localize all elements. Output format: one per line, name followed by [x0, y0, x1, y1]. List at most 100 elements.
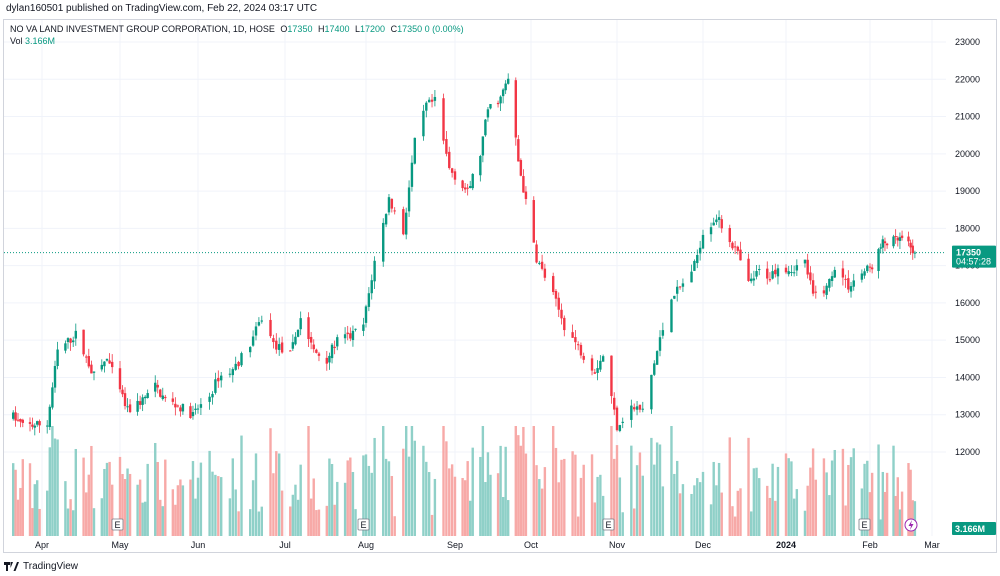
- volume-bar: [678, 493, 682, 536]
- candle-body: [111, 361, 114, 368]
- candle-body: [795, 265, 799, 271]
- volume-bar: [217, 476, 220, 536]
- volume-bar: [92, 508, 96, 536]
- volume-bar: [670, 426, 673, 536]
- chart-frame[interactable]: [3, 19, 997, 553]
- candle-body: [701, 234, 705, 249]
- candle-body: [720, 219, 723, 229]
- price-tick-label: 20000: [955, 149, 980, 159]
- candle-body: [240, 353, 243, 366]
- volume-bar: [795, 489, 799, 536]
- candle-body: [809, 272, 812, 281]
- volume-bar: [156, 462, 159, 536]
- volume-bar: [881, 471, 885, 536]
- candle-body: [481, 136, 485, 156]
- volume-bar: [410, 426, 414, 536]
- candle-body: [678, 286, 682, 288]
- candle-body: [484, 119, 487, 136]
- candle-body: [489, 104, 492, 109]
- volume-bar: [433, 478, 437, 536]
- candle-body: [690, 271, 693, 283]
- candle-body: [814, 291, 818, 293]
- candle-body: [774, 269, 777, 275]
- candle-body: [450, 168, 454, 173]
- volume-bar: [633, 508, 636, 536]
- price-tick-label: 13000: [955, 410, 980, 420]
- candle-body: [681, 283, 685, 287]
- candle-body: [739, 249, 742, 261]
- candle-body: [787, 271, 790, 275]
- volume-bar: [181, 485, 185, 536]
- candle-body: [514, 80, 517, 138]
- volume-bar: [413, 440, 417, 536]
- earnings-marker[interactable]: E: [602, 518, 615, 531]
- candle-body: [841, 268, 845, 278]
- candle-body: [618, 425, 622, 431]
- volume-bar: [111, 484, 114, 536]
- candle-body: [870, 267, 874, 270]
- candle-body: [181, 403, 185, 412]
- volume-bar: [792, 498, 796, 536]
- candle-body: [661, 330, 665, 336]
- lightning-icon[interactable]: [904, 518, 918, 532]
- price-tick-label: 19000: [955, 186, 980, 196]
- time-tick-label: Oct: [524, 540, 539, 550]
- volume-bar: [294, 484, 297, 536]
- candle-body: [883, 241, 887, 244]
- candle-body: [610, 355, 613, 397]
- volume-bar: [118, 456, 122, 536]
- candle-body: [14, 412, 17, 421]
- volume-bar: [596, 476, 599, 536]
- candle-body: [466, 187, 469, 189]
- earnings-marker[interactable]: E: [858, 518, 871, 531]
- volume-bar: [849, 457, 853, 536]
- volume-bar: [176, 485, 180, 536]
- candle-body: [176, 405, 180, 407]
- candle-body: [543, 268, 547, 278]
- volume-bar: [362, 455, 365, 536]
- volume-bar: [481, 426, 485, 536]
- candle-body: [161, 395, 164, 400]
- volume-bar: [272, 473, 275, 536]
- candle-body: [410, 162, 414, 187]
- candle-body: [138, 401, 142, 405]
- candle-body: [343, 334, 347, 339]
- volume-bar: [543, 467, 547, 536]
- time-tick-label: Aug: [358, 540, 374, 550]
- candle-body: [717, 217, 721, 220]
- volume-bar: [364, 454, 368, 536]
- candle-body: [156, 384, 159, 388]
- candle-body: [16, 419, 20, 421]
- volume-bar: [296, 499, 300, 536]
- volume-bar: [828, 495, 831, 536]
- candle-body: [315, 349, 318, 353]
- candle-body: [538, 262, 541, 264]
- volume-bar: [747, 437, 750, 536]
- candle-body: [524, 191, 528, 200]
- candle-body: [445, 139, 448, 154]
- price-tick-label: 15000: [955, 335, 980, 345]
- volume-bar: [199, 462, 203, 536]
- earnings-marker[interactable]: E: [357, 518, 370, 531]
- volume-bar: [471, 447, 474, 536]
- candle-body: [351, 330, 355, 341]
- earnings-marker[interactable]: E: [111, 518, 124, 531]
- candle-body: [593, 372, 597, 374]
- volume-tag: 3.166M: [952, 522, 996, 535]
- candle-body: [784, 267, 788, 273]
- volume-bar: [712, 461, 715, 536]
- time-tick-label: Jul: [279, 540, 291, 550]
- candle-body: [830, 276, 834, 281]
- volume-bar: [866, 460, 869, 536]
- candle-body: [254, 326, 258, 336]
- volume-bar: [128, 473, 132, 536]
- volume-bar: [790, 461, 793, 536]
- candle-body: [540, 261, 544, 269]
- candle-body: [790, 271, 793, 273]
- volume-bar: [913, 501, 917, 536]
- candle-body: [373, 260, 376, 282]
- candle-body: [87, 356, 90, 367]
- candle-body: [825, 285, 828, 295]
- candle-body: [768, 279, 772, 281]
